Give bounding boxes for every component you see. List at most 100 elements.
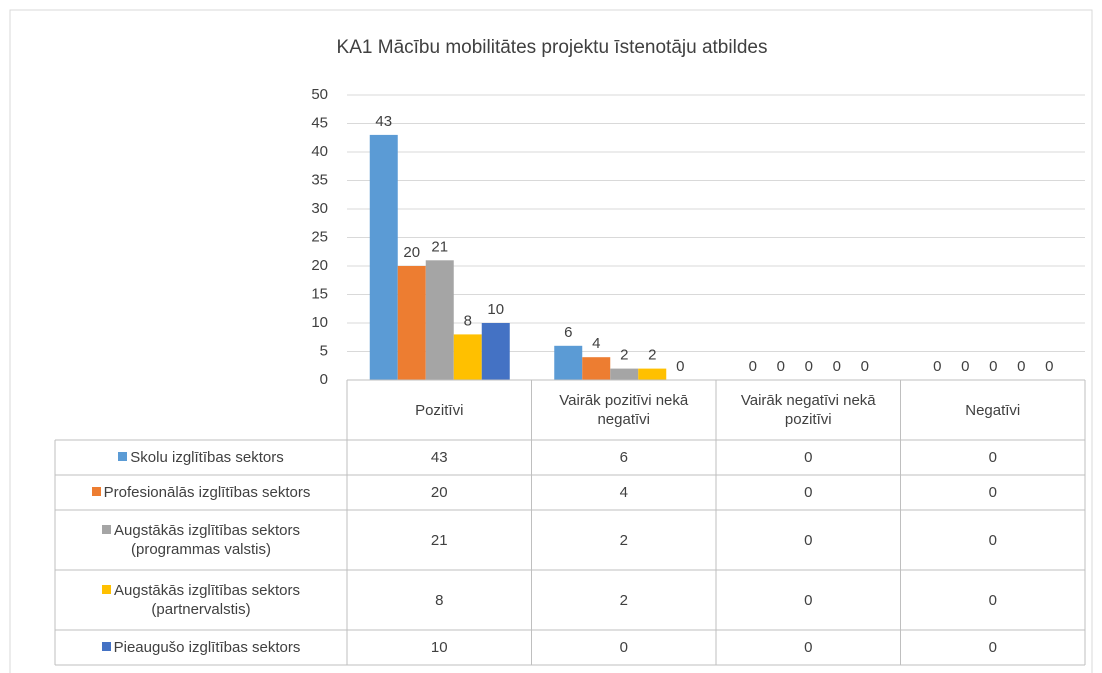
- table-value: 0: [901, 510, 1086, 570]
- data-label: 0: [933, 358, 941, 375]
- bar: [397, 266, 426, 380]
- bar: [554, 345, 583, 380]
- y-tick-label: 0: [320, 371, 328, 388]
- data-label: 0: [833, 358, 841, 375]
- bar: [369, 134, 398, 380]
- table-value-text: 0: [988, 639, 997, 656]
- y-tick-label: 30: [311, 200, 328, 217]
- legend-entry: Profesionālās izglītības sektors: [55, 475, 347, 510]
- category-label: Vairāk negatīvi nekā pozitīvi: [716, 380, 901, 440]
- table-value: 10: [347, 630, 532, 665]
- y-tick-label: 25: [311, 228, 328, 245]
- legend-label: Skolu izglītības sektors: [130, 449, 284, 466]
- bar: [453, 334, 482, 380]
- legend-label: Pieaugušo izglītības sektors: [113, 639, 301, 656]
- category-label: Negatīvi: [901, 380, 1086, 440]
- chart-border: [9, 9, 1093, 673]
- table-value-text: 6: [619, 449, 628, 466]
- data-label: 0: [749, 358, 757, 375]
- y-tick-label: 45: [311, 114, 328, 131]
- data-label: 0: [861, 358, 869, 375]
- table-value: 4: [532, 475, 717, 510]
- data-label: 0: [989, 358, 997, 375]
- table-value-text: 0: [988, 591, 997, 609]
- table-value: 0: [901, 440, 1086, 475]
- legend-swatch: [102, 585, 112, 594]
- table-value-text: 2: [619, 591, 628, 609]
- category-label: Vairāk pozitīvi nekā negatīvi: [532, 380, 717, 440]
- category-label-text: Vairāk pozitīvi nekā negatīvi: [559, 392, 689, 428]
- table-value: 43: [347, 440, 532, 475]
- table-value-text: 2: [619, 531, 628, 549]
- y-tick-label: 15: [311, 285, 328, 302]
- table-value: 2: [532, 570, 717, 630]
- table-value-text: 0: [988, 449, 997, 466]
- table-value: 0: [716, 440, 901, 475]
- legend-entry-text: Augstākās izglītības sektors (programmas…: [59, 521, 343, 559]
- data-label: 8: [464, 312, 472, 329]
- table-value-text: 0: [619, 639, 628, 656]
- data-label: 0: [961, 358, 969, 375]
- table-value-text: 0: [804, 531, 813, 549]
- bar: [582, 357, 611, 380]
- y-tick-label: 35: [311, 171, 328, 188]
- y-tick-label: 10: [311, 314, 328, 331]
- legend-swatch: [102, 525, 112, 534]
- table-value: 2: [532, 510, 717, 570]
- legend-entry: Augstākās izglītības sektors (programmas…: [55, 510, 347, 570]
- table-value: 0: [901, 570, 1086, 630]
- table-value: 0: [716, 510, 901, 570]
- y-tick-label: 5: [320, 342, 328, 359]
- legend-label: Augstākās izglītības sektors (partnerval…: [114, 582, 300, 618]
- data-label: 0: [1017, 358, 1025, 375]
- y-tick-label: 50: [311, 86, 328, 103]
- data-label: 10: [487, 301, 504, 318]
- legend-entry-text: Pieaugušo izglītības sektors: [101, 638, 301, 657]
- data-label: 2: [648, 347, 656, 364]
- legend-swatch: [101, 642, 111, 651]
- table-value: 8: [347, 570, 532, 630]
- data-label: 0: [1045, 358, 1053, 375]
- table-value-text: 0: [804, 591, 813, 609]
- table-value: 6: [532, 440, 717, 475]
- table-value: 0: [901, 475, 1086, 510]
- legend-entry: Augstākās izglītības sektors (partnerval…: [55, 570, 347, 630]
- table-value-text: 0: [988, 484, 997, 501]
- category-label-text: Vairāk negatīvi nekā pozitīvi: [740, 392, 876, 428]
- data-label: 43: [375, 113, 392, 130]
- category-label: Pozitīvi: [347, 380, 532, 440]
- category-label-text: Negatīvi: [965, 401, 1021, 419]
- data-label: 0: [805, 358, 813, 375]
- table-value-text: 20: [430, 484, 448, 501]
- legend-entry: Pieaugušo izglītības sektors: [55, 630, 347, 665]
- chart-title: KA1 Mācību mobilitātes projektu īstenotā…: [337, 37, 768, 58]
- bar: [481, 323, 510, 380]
- table-value-text: 0: [804, 449, 813, 466]
- table-value: 21: [347, 510, 532, 570]
- legend-swatch: [91, 487, 101, 496]
- y-tick-label: 20: [311, 257, 328, 274]
- data-label: 6: [564, 324, 572, 341]
- legend-entry: Skolu izglītības sektors: [55, 440, 347, 475]
- legend-label: Profesionālās izglītības sektors: [103, 484, 311, 501]
- bar: [610, 368, 639, 380]
- table-value: 0: [532, 630, 717, 665]
- data-label: 2: [620, 347, 628, 364]
- legend-label: Augstākās izglītības sektors (programmas…: [114, 522, 300, 558]
- table-value-text: 10: [430, 639, 448, 656]
- legend-entry-text: Profesionālās izglītības sektors: [91, 483, 311, 502]
- table-value: 0: [716, 630, 901, 665]
- table-value: 20: [347, 475, 532, 510]
- y-tick-label: 40: [311, 143, 328, 160]
- table-value: 0: [716, 570, 901, 630]
- table-value-text: 0: [988, 531, 997, 549]
- data-label: 20: [403, 244, 420, 261]
- data-label: 0: [777, 358, 785, 375]
- table-value-text: 0: [804, 484, 813, 501]
- legend-entry-text: Augstākās izglītības sektors (partnerval…: [59, 581, 343, 619]
- table-value-text: 8: [435, 591, 444, 609]
- category-label-text: Pozitīvi: [415, 401, 464, 419]
- bar: [425, 260, 454, 380]
- bar: [638, 368, 667, 380]
- table-value-text: 0: [804, 639, 813, 656]
